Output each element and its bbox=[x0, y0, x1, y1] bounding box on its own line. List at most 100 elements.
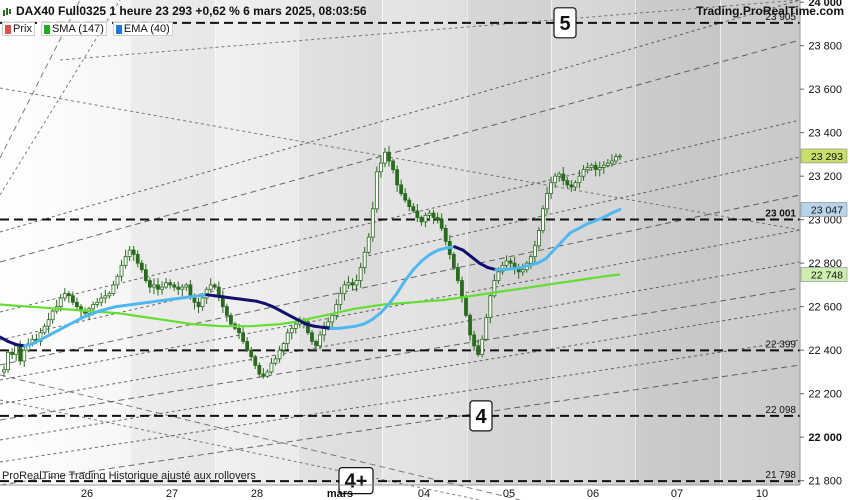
legend-label: SMA (147) bbox=[51, 23, 104, 35]
day-separator bbox=[382, 0, 383, 485]
candle-body bbox=[10, 351, 15, 355]
day-separator bbox=[635, 0, 636, 485]
candle-body bbox=[541, 208, 545, 231]
y-tick-label: 22 000 bbox=[808, 432, 842, 444]
ema-segment bbox=[56, 324, 68, 333]
candle-body bbox=[561, 173, 566, 181]
ema-segment bbox=[568, 226, 581, 235]
candle-body bbox=[273, 358, 278, 364]
trend-line bbox=[59, 0, 801, 61]
candle-body bbox=[131, 249, 136, 255]
candle-body bbox=[618, 155, 622, 158]
ema-segment bbox=[552, 239, 564, 252]
ema-segment bbox=[31, 337, 43, 346]
ema-segment bbox=[610, 207, 622, 215]
candle-body bbox=[123, 256, 128, 266]
candle-body bbox=[545, 193, 549, 210]
candle-body bbox=[188, 284, 193, 297]
candle-body bbox=[293, 323, 298, 329]
candle-body bbox=[330, 314, 335, 323]
candle-body bbox=[557, 173, 562, 177]
candle-body bbox=[605, 162, 610, 166]
legend-item-sma[interactable]: SMA (147) bbox=[40, 22, 107, 36]
x-tick-label: 06 bbox=[587, 488, 599, 500]
candle-body bbox=[407, 199, 412, 208]
ema-segment bbox=[0, 335, 10, 343]
candle-body bbox=[184, 284, 189, 288]
ema-segment bbox=[72, 316, 85, 324]
ema-segment bbox=[420, 253, 432, 263]
candle-body bbox=[42, 325, 47, 334]
trend-line bbox=[0, 119, 801, 313]
candle-body bbox=[46, 319, 51, 327]
x-tick-label: 10 bbox=[756, 488, 768, 500]
candle-body bbox=[241, 332, 246, 342]
trend-line bbox=[0, 39, 801, 263]
candle-body bbox=[152, 284, 156, 288]
candle-body bbox=[127, 249, 132, 258]
candle-body bbox=[237, 328, 241, 334]
candle-body bbox=[245, 341, 250, 351]
candle-body bbox=[581, 169, 586, 177]
ema-segment bbox=[469, 255, 481, 265]
chart-title: DAX40 Full0325 1 heure 23 293 +0,62 % 6 … bbox=[16, 4, 367, 18]
legend-swatch bbox=[115, 24, 122, 34]
ema-segment bbox=[39, 333, 52, 341]
legend-item-prix[interactable]: Prix bbox=[2, 22, 35, 36]
candle-body bbox=[115, 275, 120, 286]
candle-body bbox=[395, 169, 400, 186]
candle-body bbox=[111, 284, 116, 295]
candle-body bbox=[597, 167, 602, 171]
candle-body bbox=[50, 310, 55, 321]
candle-body bbox=[22, 349, 27, 362]
price-tag-box bbox=[800, 267, 848, 282]
candle-body bbox=[58, 297, 63, 308]
y-tick-label: 23 000 bbox=[808, 215, 842, 227]
candle-body bbox=[289, 328, 294, 334]
candle-body bbox=[143, 269, 148, 281]
legend-item-ema[interactable]: EMA (40) bbox=[112, 22, 173, 36]
ema-segment bbox=[362, 318, 374, 326]
ema-segment bbox=[602, 211, 614, 219]
candle-body bbox=[103, 295, 108, 299]
day-separator bbox=[720, 0, 721, 485]
x-tick-label: 28 bbox=[251, 488, 263, 500]
candle-body bbox=[176, 286, 181, 290]
level-label: 23 001 bbox=[765, 208, 796, 219]
candle-body bbox=[383, 151, 387, 164]
ema-segment bbox=[287, 313, 300, 322]
chart-footer: ProRealTime Trading Historique ajusté au… bbox=[2, 470, 256, 482]
day-band bbox=[635, 0, 720, 485]
trend-line bbox=[0, 287, 801, 421]
candle-body bbox=[265, 371, 270, 377]
x-tick-label: 26 bbox=[81, 488, 93, 500]
legend-swatch bbox=[43, 24, 50, 34]
level-label: 22 098 bbox=[765, 405, 796, 416]
wave-label: 5 bbox=[559, 13, 570, 35]
legend-swatch bbox=[5, 24, 11, 34]
price-tag-label: 23 293 bbox=[811, 151, 843, 163]
y-tick-label: 22 400 bbox=[808, 345, 842, 357]
candle-body bbox=[549, 182, 554, 194]
candle-body bbox=[419, 217, 424, 223]
day-separator bbox=[298, 0, 299, 485]
candle-body bbox=[2, 369, 6, 373]
candle-body bbox=[107, 293, 112, 297]
candle-body bbox=[411, 206, 416, 212]
candle-body bbox=[374, 171, 379, 210]
candle-body bbox=[532, 245, 537, 258]
candle-body bbox=[269, 362, 274, 373]
candle-body bbox=[160, 286, 164, 290]
ema-segment bbox=[271, 305, 283, 313]
candle-body bbox=[415, 210, 420, 218]
ema-segment bbox=[461, 248, 473, 259]
candle-body bbox=[476, 345, 481, 355]
legend-label: EMA (40) bbox=[123, 23, 170, 35]
candle-body bbox=[99, 297, 104, 303]
trend-line bbox=[0, 399, 481, 500]
site-label: Trading.ProRealTime.com bbox=[696, 4, 844, 18]
candle-body bbox=[399, 184, 404, 194]
ema-segment bbox=[544, 248, 556, 261]
candle-body bbox=[224, 306, 229, 316]
